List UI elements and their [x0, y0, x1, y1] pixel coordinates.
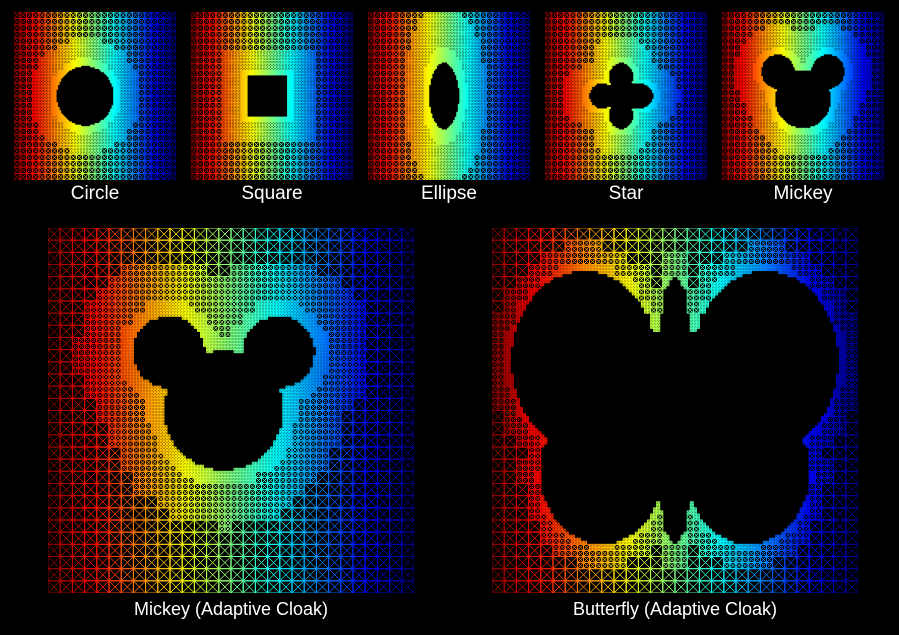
panel-ellipse: Ellipse: [368, 12, 530, 204]
mesh-plot-mickey: [722, 12, 884, 180]
mesh-plot-butterfly-adaptive: [492, 228, 858, 593]
panel-square: Square: [191, 12, 353, 204]
mesh-plot-circle: [14, 12, 176, 180]
panel-label-mickey-adaptive: Mickey (Adaptive Cloak): [133, 599, 329, 619]
panel-label-square: Square: [241, 183, 303, 204]
panel-circle: Circle: [14, 12, 176, 204]
panel-label-star: Star: [608, 183, 644, 204]
panel-butterfly-adaptive: Butterfly (Adaptive Cloak): [492, 228, 858, 619]
mesh-plot-star: [545, 12, 707, 180]
mesh-plot-mickey-adaptive: [48, 228, 414, 593]
panel-mickey: Mickey: [722, 12, 884, 204]
panel-mickey-adaptive: Mickey (Adaptive Cloak): [48, 228, 414, 619]
panel-label-ellipse: Ellipse: [421, 183, 477, 204]
mesh-plot-ellipse: [368, 12, 530, 180]
mesh-plot-square: [191, 12, 353, 180]
panel-label-circle: Circle: [70, 183, 120, 204]
panel-star: Star: [545, 12, 707, 204]
panel-label-butterfly-adaptive: Butterfly (Adaptive Cloak): [572, 599, 778, 619]
panel-label-mickey: Mickey: [773, 183, 833, 204]
